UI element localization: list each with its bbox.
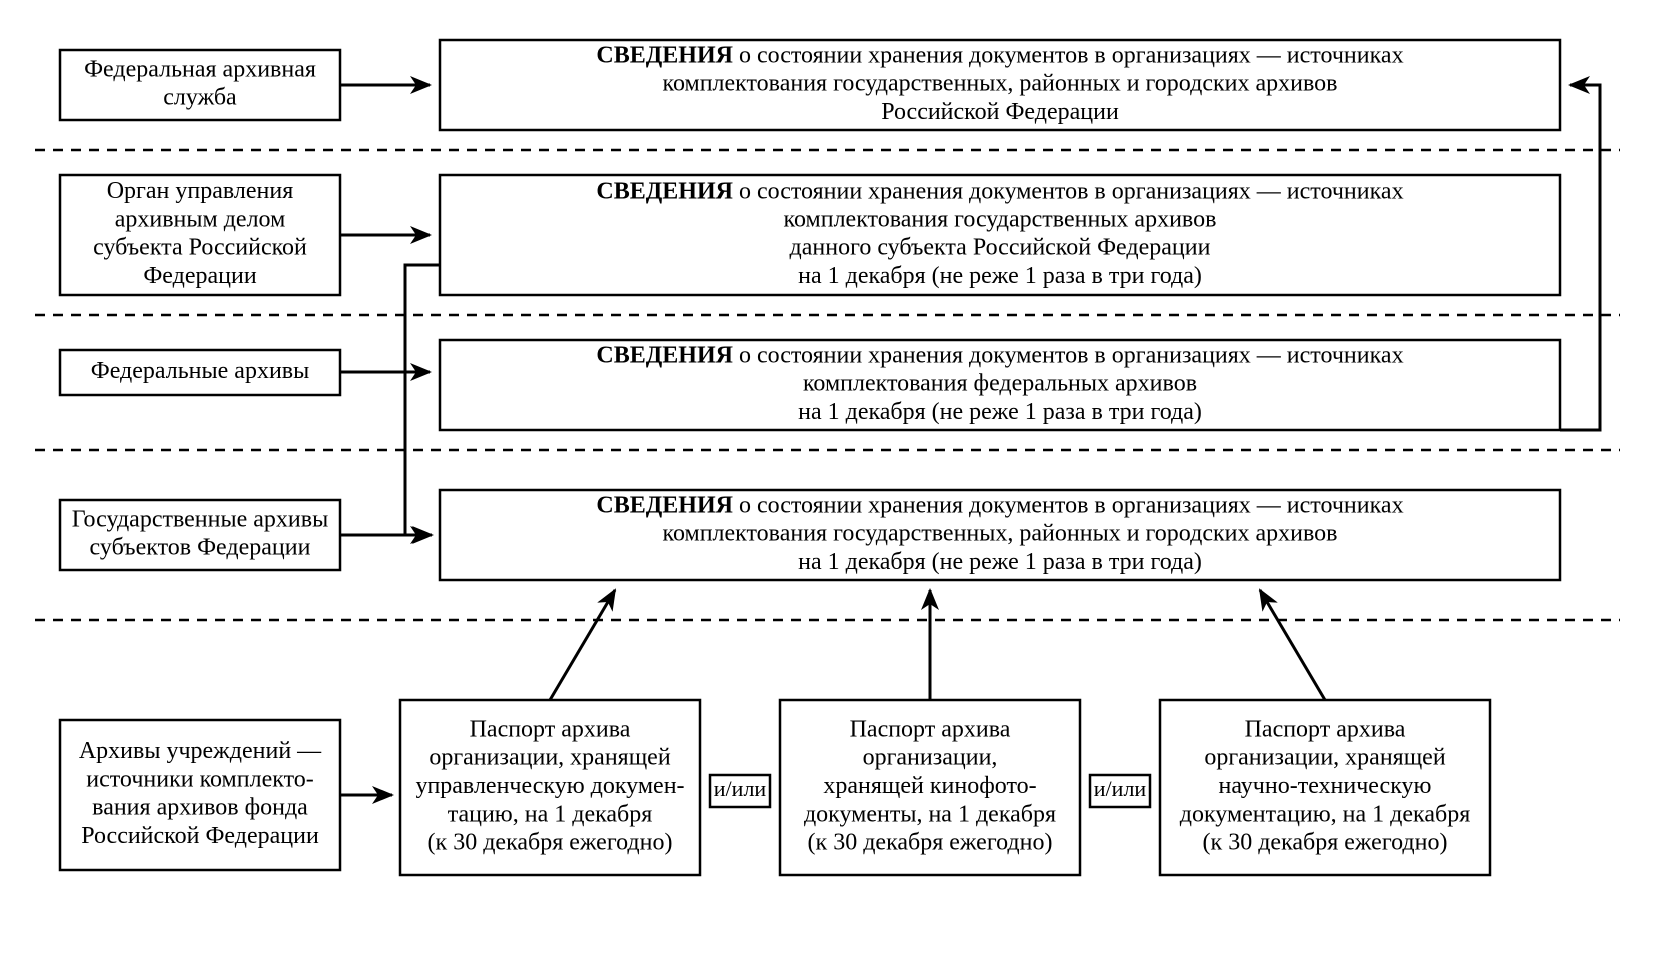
node-b3-line-2: научно-техническую bbox=[1219, 773, 1432, 799]
node-l2-line-2: субъекта Российской bbox=[93, 235, 307, 261]
arrow-diag-7 bbox=[1260, 590, 1325, 700]
node-r1-line-2: Российской Федерации bbox=[881, 99, 1119, 125]
node-r4-line-0: СВЕДЕНИЯ о состоянии хранения документов… bbox=[596, 492, 1403, 518]
node-l1-line-0: Федеральная архивная bbox=[84, 56, 316, 82]
node-b1-line-1: организации, хранящей bbox=[429, 745, 671, 771]
node-r2-line-2: данного субъекта Российской Федерации bbox=[790, 235, 1211, 261]
node-r2-line-3: на 1 декабря (не реже 1 раза в три года) bbox=[798, 263, 1202, 289]
node-l4-line-1: субъектов Федерации bbox=[90, 535, 311, 561]
node-b2-line-1: организации, bbox=[863, 745, 998, 771]
node-c2-line-0: и/или bbox=[1094, 776, 1147, 801]
node-b2-line-0: Паспорт архива bbox=[850, 716, 1011, 742]
node-r2-line-1: комплектования государственных архивов bbox=[784, 206, 1217, 232]
node-b0-line-0: Архивы учреждений — bbox=[79, 738, 322, 764]
arrow-diag-5 bbox=[550, 590, 615, 700]
node-b1-line-4: (к 30 декабря ежегодно) bbox=[428, 830, 673, 856]
node-b3-line-0: Паспорт архива bbox=[1245, 716, 1406, 742]
node-c1-line-0: и/или bbox=[714, 776, 767, 801]
elbow-0 bbox=[1560, 85, 1600, 430]
node-l2-line-3: Федерации bbox=[143, 263, 257, 289]
node-b3-line-4: (к 30 декабря ежегодно) bbox=[1203, 830, 1448, 856]
node-r3-line-1: комплектования федеральных архивов bbox=[803, 371, 1197, 397]
node-b1-line-0: Паспорт архива bbox=[470, 716, 631, 742]
node-b3-line-3: документацию, на 1 декабря bbox=[1180, 801, 1471, 827]
node-b3-line-1: организации, хранящей bbox=[1204, 745, 1446, 771]
node-b0-line-3: Российской Федерации bbox=[81, 823, 319, 849]
node-l2-line-1: архивным делом bbox=[115, 206, 286, 232]
node-r1-line-0: СВЕДЕНИЯ о состоянии хранения документов… bbox=[596, 42, 1403, 68]
node-b0-line-1: источники комплекто- bbox=[86, 766, 313, 792]
node-b0-line-2: вания архивов фонда bbox=[92, 795, 308, 821]
node-r1-line-1: комплектования государственных, районных… bbox=[663, 71, 1338, 97]
node-b1-line-3: тацию, на 1 декабря bbox=[448, 801, 653, 827]
node-b2-line-3: документы, на 1 декабря bbox=[804, 801, 1056, 827]
node-r3-line-0: СВЕДЕНИЯ о состоянии хранения документов… bbox=[596, 342, 1403, 368]
node-l3-line-0: Федеральные архивы bbox=[91, 358, 310, 384]
node-b2-line-4: (к 30 декабря ежегодно) bbox=[808, 830, 1053, 856]
node-r2-line-0: СВЕДЕНИЯ о состоянии хранения документов… bbox=[596, 178, 1403, 204]
node-l1-line-1: служба bbox=[163, 85, 237, 111]
node-l4-line-0: Государственные архивы bbox=[72, 506, 328, 532]
node-r4-line-2: на 1 декабря (не реже 1 раза в три года) bbox=[798, 549, 1202, 575]
node-r3-line-2: на 1 декабря (не реже 1 раза в три года) bbox=[798, 399, 1202, 425]
node-r4-line-1: комплектования государственных, районных… bbox=[663, 521, 1338, 547]
elbow-1 bbox=[405, 265, 440, 535]
node-l2-line-0: Орган управления bbox=[107, 178, 294, 204]
node-b2-line-2: хранящей кинофото- bbox=[823, 773, 1036, 799]
node-b1-line-2: управленческую докумен- bbox=[415, 773, 684, 799]
